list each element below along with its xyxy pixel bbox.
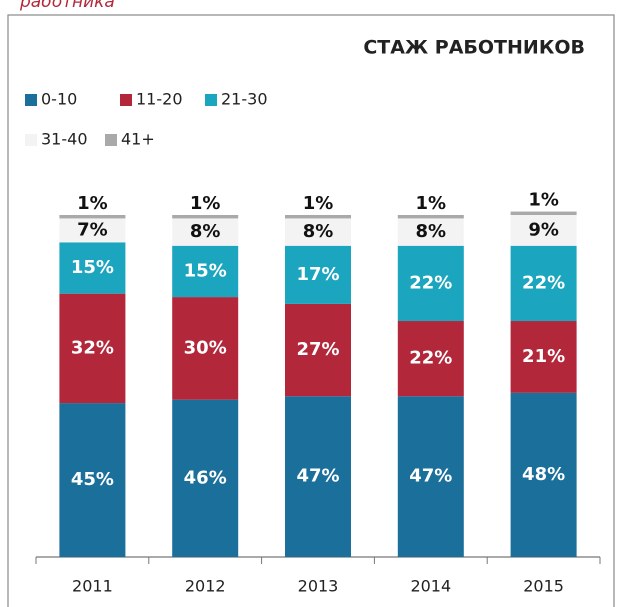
bar-segment: [285, 215, 351, 219]
data-label: 15%: [184, 260, 227, 281]
data-label: 21%: [522, 346, 565, 367]
x-tick-label: 2013: [298, 577, 339, 596]
bar-segment: [510, 321, 577, 393]
legend-swatch: [25, 134, 37, 146]
legend-swatch: [105, 134, 117, 146]
legend-swatch: [205, 94, 217, 106]
bar-segment: [397, 218, 464, 246]
bar-segment: [59, 293, 126, 404]
bar-segment: [172, 245, 239, 298]
annotation: работника: [19, 0, 115, 12]
data-label: 47%: [296, 466, 339, 487]
bar-segment: [510, 215, 577, 246]
bar-segment: [59, 218, 126, 243]
bar-segment: [285, 245, 351, 304]
chart-title: СТАЖ РАБОТНИКОВ: [363, 37, 585, 59]
data-label: 8%: [303, 221, 334, 242]
data-label: 30%: [184, 337, 227, 358]
bar-segment: [59, 215, 126, 219]
data-label: 47%: [409, 466, 452, 487]
x-tick-label: 2015: [523, 577, 564, 596]
data-label: 8%: [416, 221, 447, 242]
data-label: 7%: [77, 219, 108, 240]
bar-segment: [172, 215, 239, 219]
legend-swatch: [120, 94, 132, 106]
bar-segment: [172, 218, 239, 246]
data-label: 45%: [71, 469, 114, 490]
data-label: 1%: [416, 193, 447, 214]
bar-segment: [285, 303, 351, 397]
legend-swatch: [25, 94, 37, 106]
legend-label: 11-20: [136, 90, 183, 109]
bar-segment: [172, 297, 239, 400]
legend-label: 41+: [121, 130, 155, 149]
data-label: 9%: [528, 219, 559, 240]
bar-segment: [397, 245, 464, 322]
data-label: 22%: [409, 348, 452, 369]
data-label: 48%: [522, 464, 565, 485]
bar-segment: [172, 399, 239, 557]
x-tick-label: 2014: [410, 577, 451, 596]
data-label: 1%: [77, 193, 108, 214]
legend-label: 31-40: [41, 130, 88, 149]
legend-label: 0-10: [41, 90, 77, 109]
data-label: 1%: [303, 193, 334, 214]
bar-segment: [285, 218, 351, 246]
x-tick-label: 2012: [185, 577, 226, 596]
bar-segment: [59, 403, 126, 557]
data-label: 1%: [528, 190, 559, 211]
data-label: 22%: [409, 272, 452, 293]
bar-segment: [59, 242, 126, 294]
bar-segment: [285, 396, 351, 557]
data-label: 15%: [71, 257, 114, 278]
x-tick-label: 2011: [72, 577, 113, 596]
bar-segment: [510, 392, 577, 557]
data-label: 22%: [522, 272, 565, 293]
legend-label: 21-30: [221, 90, 268, 109]
bar-segment: [397, 321, 464, 397]
data-label: 27%: [296, 339, 339, 360]
data-label: 1%: [190, 193, 221, 214]
data-label: 8%: [190, 221, 221, 242]
bar-segment: [397, 215, 464, 219]
bar-segment: [510, 211, 577, 215]
data-label: 32%: [71, 337, 114, 358]
bar-segment: [397, 396, 464, 557]
bar-segment: [510, 245, 577, 322]
data-label: 17%: [296, 264, 339, 285]
data-label: 46%: [184, 467, 227, 488]
